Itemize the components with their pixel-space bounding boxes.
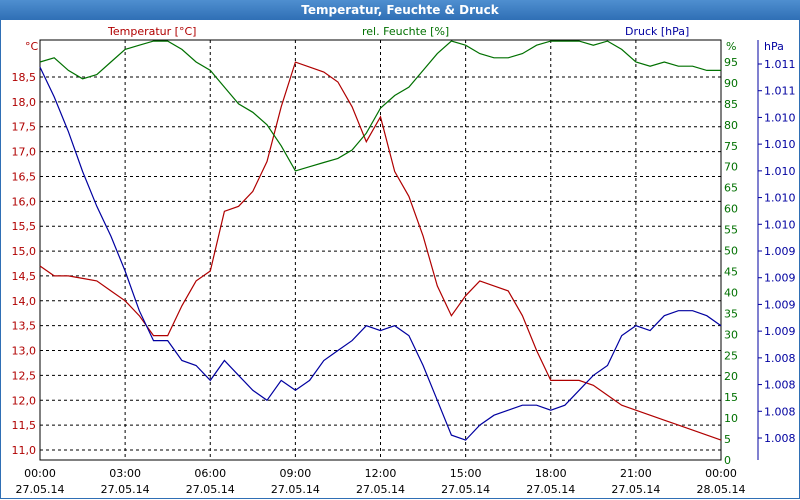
pressure-tick-label: 1.011 bbox=[764, 85, 796, 98]
pressure-tick-label: 1.011 bbox=[764, 58, 796, 71]
left-tick-label: 13,0 bbox=[12, 345, 37, 358]
humidity-tick-label: 20 bbox=[724, 370, 738, 383]
pressure-tick-label: 1.010 bbox=[764, 138, 796, 151]
left-axis-unit: °C bbox=[25, 40, 39, 53]
pressure-tick-label: 1.008 bbox=[764, 379, 796, 392]
humidity-tick-label: 30 bbox=[724, 328, 738, 341]
humidity-tick-label: 25 bbox=[724, 349, 738, 362]
humidity-axis: 0 5 10 15 20 25 30 35 40 45 50 55 60 65 70 75 80 85 90 95 bbox=[724, 56, 738, 467]
x-tick-date: 27.05.14 bbox=[441, 483, 490, 496]
x-tick-date: 27.05.14 bbox=[271, 483, 320, 496]
left-tick-label: 17,5 bbox=[12, 121, 37, 134]
pressure-tick-label: 1.009 bbox=[764, 325, 796, 338]
x-tick-time: 00:00 bbox=[705, 467, 737, 480]
left-tick-label: 15,5 bbox=[12, 220, 37, 233]
pressure-tick-label: 1.008 bbox=[764, 432, 796, 445]
x-tick-date: 27.05.14 bbox=[526, 483, 575, 496]
humidity-tick-label: 0 bbox=[724, 454, 731, 467]
humidity-tick-label: 45 bbox=[724, 265, 738, 278]
left-tick-label: 18,0 bbox=[12, 96, 37, 109]
humidity-tick-label: 55 bbox=[724, 224, 738, 237]
pressure-axis: 1.011 1.011 1.010 1.010 1.010 1.010 1.010 1.009… bbox=[757, 40, 796, 460]
x-tick-date: 27.05.14 bbox=[186, 483, 235, 496]
x-tick-date: 27.05.14 bbox=[101, 483, 150, 496]
humidity-tick-label: 10 bbox=[724, 412, 738, 425]
humidity-tick-label: 60 bbox=[724, 203, 738, 216]
humidity-tick-label: 75 bbox=[724, 140, 738, 153]
left-tick-label: 12,0 bbox=[12, 394, 37, 407]
left-tick-label: 14,5 bbox=[12, 270, 37, 283]
left-tick-label: 15,0 bbox=[12, 245, 37, 258]
humidity-tick-label: 65 bbox=[724, 182, 738, 195]
left-tick-label: 13,5 bbox=[12, 320, 37, 333]
x-tick-time: 21:00 bbox=[620, 467, 652, 480]
legend-humidity: rel. Feuchte [%] bbox=[362, 25, 449, 38]
pressure-tick-label: 1.009 bbox=[764, 298, 796, 311]
pressure-tick-label: 1.008 bbox=[764, 405, 796, 418]
window-title: Temperatur, Feuchte & Druck bbox=[0, 0, 800, 20]
x-tick-time: 06:00 bbox=[194, 467, 226, 480]
pressure-tick-label: 1.009 bbox=[764, 272, 796, 285]
x-tick-date: 27.05.14 bbox=[16, 483, 65, 496]
legend-pressure: Druck [hPa] bbox=[625, 25, 689, 38]
pressure-tick-label: 1.010 bbox=[764, 192, 796, 205]
left-tick-label: 16,5 bbox=[12, 170, 37, 183]
left-tick-label: 18,5 bbox=[12, 71, 37, 84]
temperature-line bbox=[39, 61, 722, 441]
x-tick-time: 03:00 bbox=[109, 467, 141, 480]
x-tick-time: 00:00 bbox=[24, 467, 56, 480]
left-axis: 11,0 11,5 12,0 12,5 13,0 13,5 14,0 14,5 15,0 15,5… bbox=[12, 71, 37, 457]
x-tick-date: 27.05.14 bbox=[356, 483, 405, 496]
pressure-tick-label: 1.008 bbox=[764, 352, 796, 365]
humidity-tick-label: 90 bbox=[724, 77, 738, 90]
left-tick-label: 17,0 bbox=[12, 146, 37, 159]
pressure-tick-label: 1.010 bbox=[764, 111, 796, 124]
humidity-tick-label: 50 bbox=[724, 245, 738, 258]
x-tick-time: 15:00 bbox=[450, 467, 482, 480]
pressure-axis-unit: hPa bbox=[764, 40, 784, 53]
left-tick-label: 16,0 bbox=[12, 195, 37, 208]
humidity-tick-label: 35 bbox=[724, 307, 738, 320]
left-tick-label: 11,0 bbox=[12, 444, 37, 457]
humidity-tick-label: 85 bbox=[724, 98, 738, 111]
grid-lines bbox=[40, 40, 721, 460]
humidity-tick-label: 15 bbox=[724, 391, 738, 404]
left-tick-label: 12,5 bbox=[12, 369, 37, 382]
humidity-tick-label: 80 bbox=[724, 119, 738, 132]
left-tick-label: 14,0 bbox=[12, 295, 37, 308]
humidity-tick-label: 5 bbox=[724, 433, 731, 446]
pressure-tick-label: 1.010 bbox=[764, 165, 796, 178]
left-tick-label: 11,5 bbox=[12, 419, 37, 432]
pressure-tick-label: 1.009 bbox=[764, 245, 796, 258]
pressure-line bbox=[39, 66, 722, 441]
humidity-axis-unit: % bbox=[726, 40, 736, 53]
x-tick-time: 09:00 bbox=[280, 467, 312, 480]
humidity-tick-label: 95 bbox=[724, 56, 738, 69]
humidity-tick-label: 70 bbox=[724, 161, 738, 174]
humidity-line bbox=[39, 40, 721, 172]
humidity-tick-label: 40 bbox=[724, 286, 738, 299]
x-tick-time: 18:00 bbox=[535, 467, 567, 480]
x-tick-date: 28.05.14 bbox=[697, 483, 746, 496]
x-tick-time: 12:00 bbox=[365, 467, 397, 480]
series-lines bbox=[39, 40, 722, 441]
pressure-tick-label: 1.010 bbox=[764, 218, 796, 231]
x-axis: 00:00 27.05.14 03:00 27.05.14 06:00 27.05.14 0… bbox=[16, 467, 746, 496]
legend-temperature: Temperatur [°C] bbox=[107, 25, 196, 38]
x-tick-date: 27.05.14 bbox=[611, 483, 660, 496]
